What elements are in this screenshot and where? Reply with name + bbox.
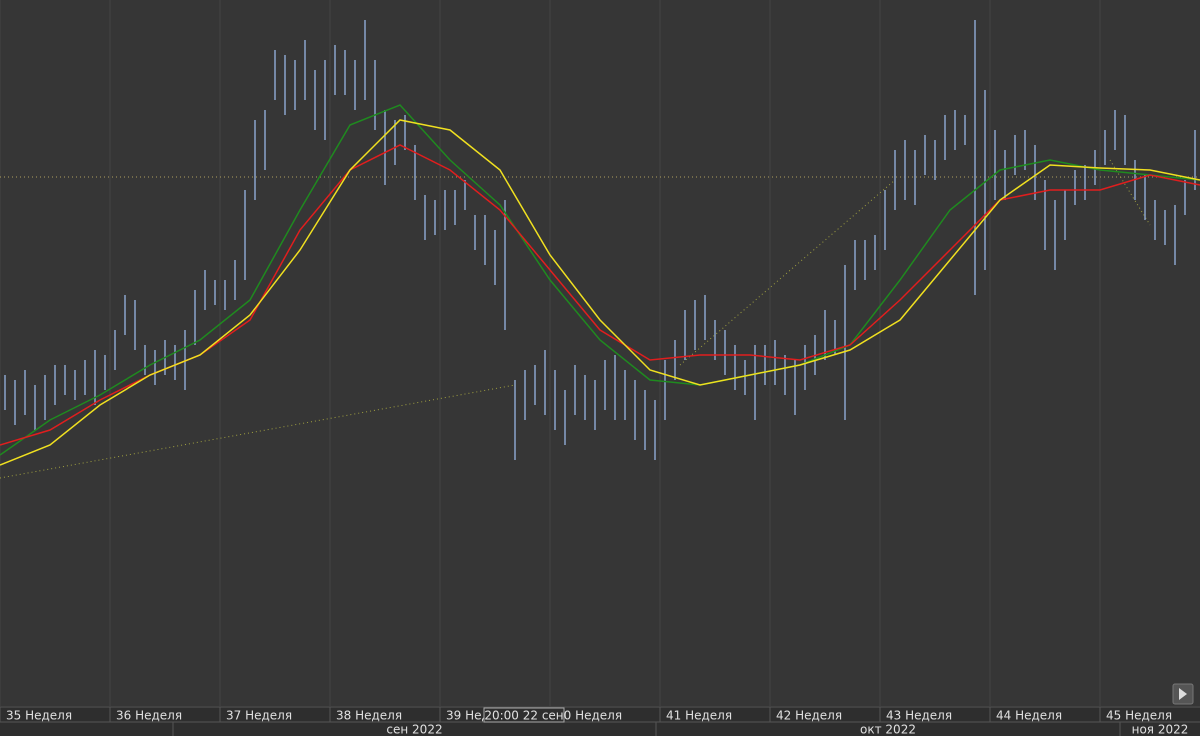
x-tick-label: 38 Неделя bbox=[336, 709, 402, 723]
moving-average bbox=[0, 119, 1200, 466]
month-label: окт 2022 bbox=[860, 723, 916, 736]
x-tick-label: 41 Неделя bbox=[666, 709, 732, 723]
month-label: сен 2022 bbox=[386, 723, 442, 736]
x-tick-label: 40 Неделя bbox=[556, 709, 622, 723]
trend-line bbox=[679, 179, 896, 366]
trend-line bbox=[0, 384, 516, 479]
trend-line bbox=[1109, 159, 1151, 226]
x-tick-label: 35 Неделя bbox=[6, 709, 72, 723]
x-tick-label: 36 Неделя bbox=[116, 709, 182, 723]
x-tick-label: 44 Неделя bbox=[996, 709, 1062, 723]
month-label: ноя 2022 bbox=[1132, 723, 1189, 736]
moving-average bbox=[0, 104, 1200, 456]
cursor-label-box bbox=[483, 707, 565, 723]
x-tick-label: 45 Неделя bbox=[1106, 709, 1172, 723]
scroll-button-icon bbox=[1179, 688, 1187, 700]
cursor-label: 20:00 22 сен bbox=[484, 709, 563, 723]
x-tick-label: 37 Неделя bbox=[226, 709, 292, 723]
plot-area bbox=[0, 0, 1200, 706]
x-tick-label: 42 Неделя bbox=[776, 709, 842, 723]
x-tick-label: 43 Неделя bbox=[886, 709, 952, 723]
time-axis bbox=[0, 706, 1200, 736]
scroll-button[interactable] bbox=[1172, 683, 1194, 705]
